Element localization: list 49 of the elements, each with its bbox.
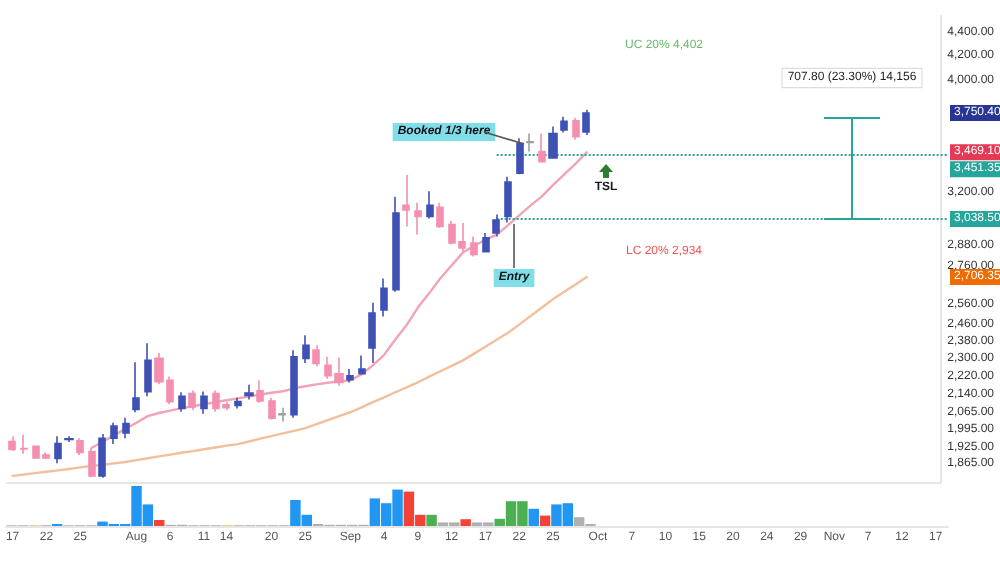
candlestick bbox=[122, 416, 130, 439]
candlestick bbox=[76, 437, 84, 456]
candlestick bbox=[178, 391, 186, 413]
candlestick bbox=[278, 406, 286, 423]
bar bbox=[528, 508, 539, 526]
candlestick bbox=[144, 342, 152, 398]
candlestick bbox=[188, 389, 196, 412]
candlestick bbox=[54, 435, 62, 465]
candlestick bbox=[516, 137, 524, 176]
candlestick bbox=[244, 384, 254, 401]
candlestick bbox=[358, 354, 366, 376]
candlestick bbox=[426, 190, 434, 220]
candlestick bbox=[526, 132, 534, 153]
candlestick bbox=[268, 396, 276, 421]
candlestick bbox=[64, 435, 74, 443]
bar bbox=[460, 519, 471, 526]
candlestick bbox=[346, 368, 354, 384]
candlestick bbox=[8, 435, 16, 452]
candlestick bbox=[312, 344, 320, 368]
candlestick bbox=[290, 349, 298, 419]
candlestick bbox=[20, 434, 28, 455]
candlestick bbox=[538, 132, 546, 164]
bar bbox=[154, 520, 165, 526]
candlestick bbox=[110, 422, 118, 445]
candlestick bbox=[234, 396, 242, 410]
candlestick bbox=[256, 379, 264, 404]
line-series bbox=[11, 275, 588, 478]
candlestick bbox=[132, 361, 140, 414]
candlestick bbox=[470, 235, 478, 258]
bar bbox=[426, 514, 437, 526]
candlestick bbox=[414, 201, 422, 236]
candlestick bbox=[200, 390, 208, 415]
candlestick bbox=[572, 117, 580, 141]
candlestick bbox=[368, 301, 376, 364]
candlestick bbox=[88, 447, 96, 479]
candlestick bbox=[548, 125, 558, 160]
candlestick bbox=[380, 277, 388, 318]
candlestick bbox=[582, 108, 590, 136]
candlestick bbox=[492, 213, 500, 238]
candlestick bbox=[98, 433, 106, 479]
candlestick bbox=[436, 201, 444, 229]
line-series bbox=[90, 151, 588, 450]
candlestick bbox=[402, 173, 410, 228]
candlestick bbox=[560, 115, 568, 134]
candlestick bbox=[302, 334, 310, 364]
candlestick bbox=[504, 175, 512, 224]
candlestick bbox=[392, 195, 400, 293]
bar bbox=[539, 515, 551, 526]
candlestick bbox=[482, 232, 490, 254]
